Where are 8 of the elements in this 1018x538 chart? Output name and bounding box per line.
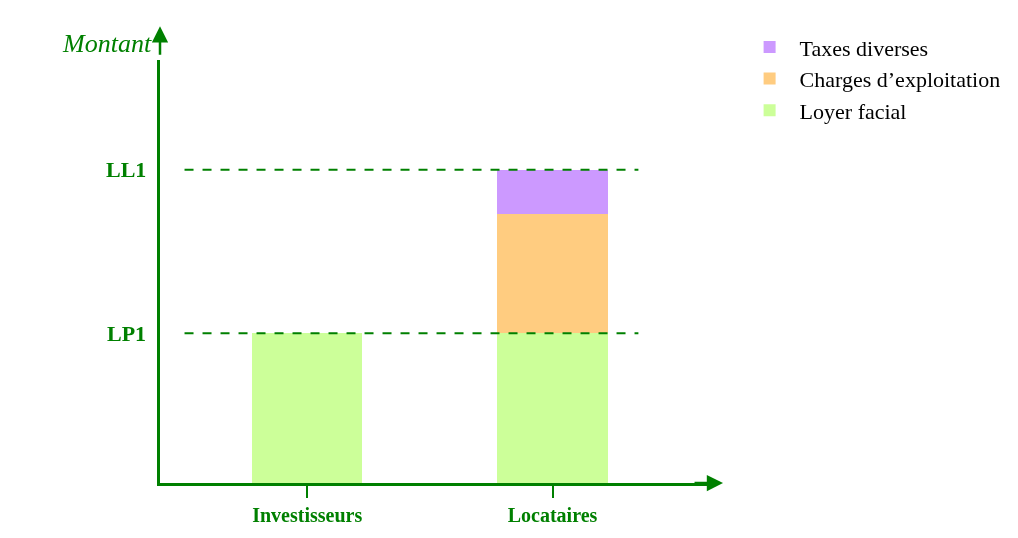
ref-line-label: LL1 xyxy=(106,157,147,182)
y-axis-title: Montant xyxy=(62,29,152,58)
x-tick-label: Investisseurs xyxy=(252,504,363,526)
legend-label: Taxes diverses xyxy=(799,35,929,61)
legend-label: Loyer facial xyxy=(799,98,907,124)
ref-line-label: LP1 xyxy=(107,321,147,346)
x-tick-label: Locataires xyxy=(507,504,598,526)
legend-label: Charges d’exploitation xyxy=(799,67,1001,93)
